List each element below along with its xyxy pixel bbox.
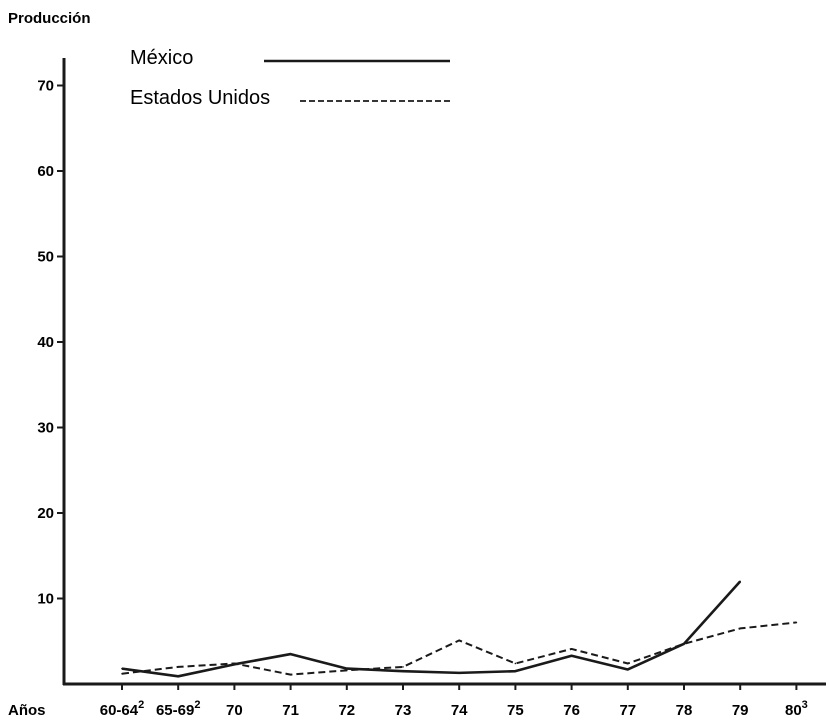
- series-point-0: [289, 653, 292, 655]
- series-line-0: [121, 580, 742, 678]
- series-point-1: [458, 639, 461, 642]
- x-tick-label: 77: [619, 702, 636, 719]
- series-point-0: [458, 672, 461, 674]
- x-tick-label: 65-692: [156, 699, 201, 719]
- x-tick-label: 78: [676, 702, 693, 719]
- x-ticks: 60-642 65-692 70 71 72 73 74 75 76 77 78 79 803: [100, 684, 808, 719]
- y-axis-label: Producción: [8, 10, 91, 27]
- series-point-1: [739, 627, 741, 630]
- series-point-0: [514, 670, 517, 672]
- y-ticks: 10 20 30 40 50 60 70: [37, 78, 64, 608]
- series-point-0: [627, 668, 629, 671]
- series-point-1: [233, 662, 236, 665]
- series-point-1: [121, 672, 123, 675]
- x-tick-label: 70: [226, 702, 243, 719]
- series-point-1: [570, 648, 573, 650]
- series-point-0: [121, 667, 123, 670]
- x-tick-label: 75: [507, 702, 524, 719]
- legend-label-1: Estados Unidos: [130, 87, 270, 109]
- x-tick-label: 60-642: [100, 699, 145, 719]
- series-point-0: [346, 667, 348, 670]
- x-tick-label: 71: [282, 702, 299, 719]
- y-tick-label: 50: [37, 249, 54, 266]
- legend-label-0: México: [130, 47, 193, 69]
- y-tick-label: 70: [37, 78, 54, 95]
- x-tick-label: 74: [451, 702, 468, 719]
- y-tick-label: 20: [37, 505, 54, 522]
- y-tick-label: 40: [37, 334, 54, 351]
- axes: [62, 58, 826, 686]
- series-point-0: [402, 670, 404, 672]
- x-tick-label: 79: [732, 702, 749, 719]
- series-point-1: [346, 669, 348, 672]
- x-tick-label: 73: [395, 702, 412, 719]
- series-point-0: [177, 675, 179, 678]
- series-point-0: [739, 580, 741, 583]
- series-point-1: [683, 643, 685, 645]
- x-tick-label: 76: [563, 702, 580, 719]
- series-point-0: [570, 654, 573, 657]
- series-point-1: [402, 666, 404, 668]
- series-point-1: [177, 666, 179, 668]
- y-tick-label: 60: [37, 163, 54, 180]
- x-tick-label: 803: [785, 699, 808, 719]
- y-tick-label: 30: [37, 420, 54, 437]
- y-tick-label: 10: [37, 591, 54, 608]
- series-point-1: [795, 621, 798, 624]
- x-tick-label: 72: [338, 702, 355, 719]
- legend: México Estados Unidos: [130, 47, 450, 109]
- series-point-1: [514, 662, 517, 665]
- series-point-1: [289, 673, 292, 676]
- x-axis-label: Años: [8, 702, 46, 719]
- series-point-1: [627, 662, 629, 665]
- series-lines: [121, 580, 798, 678]
